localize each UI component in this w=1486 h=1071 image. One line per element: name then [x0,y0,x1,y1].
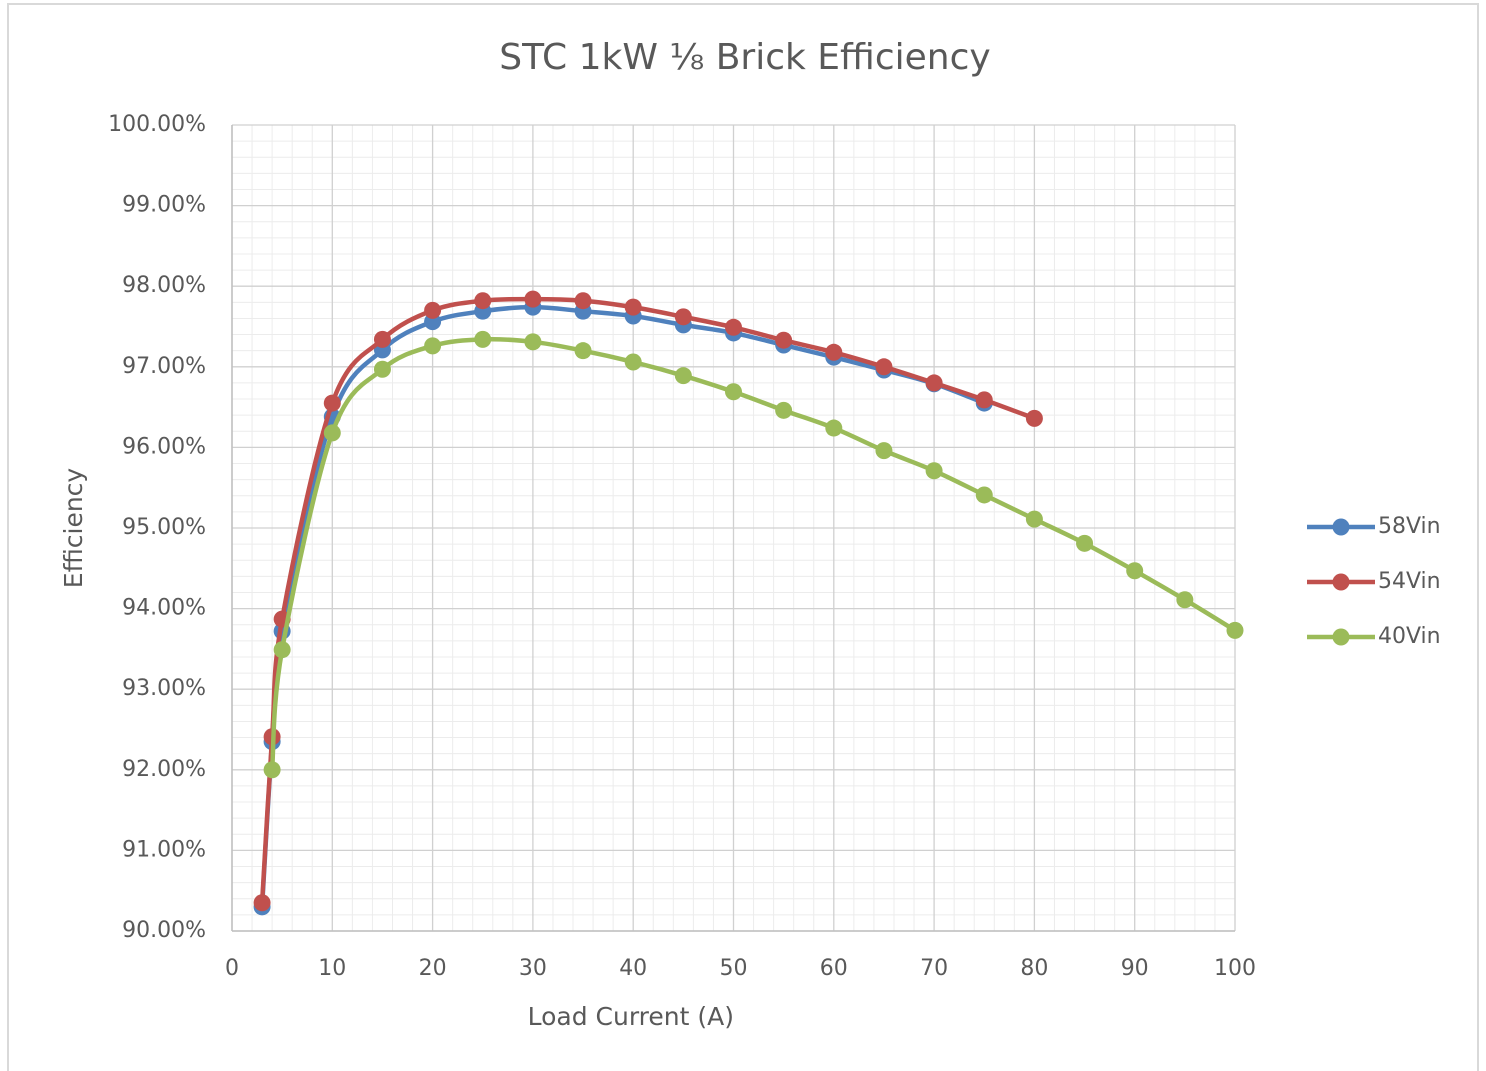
data-point [574,292,592,310]
legend-marker [1332,573,1350,591]
data-point [775,401,793,419]
x-tick-label: 40 [619,956,647,981]
data-point [674,367,692,385]
data-point [1176,591,1194,609]
data-point [574,342,592,360]
x-axis-label: Load Current (A) [528,1002,734,1031]
chart-frame [7,3,1479,1071]
x-tick-label: 50 [720,956,748,981]
data-point [1126,562,1144,580]
y-tick-label: 90.00% [122,918,206,943]
data-point [624,298,642,316]
data-point [323,394,341,412]
data-point [975,391,993,409]
x-tick-label: 100 [1214,956,1256,981]
series-line [269,336,1237,770]
data-point [474,292,492,310]
data-point [725,318,742,336]
data-point [725,383,742,401]
data-point [1076,534,1094,552]
data-point [1226,621,1244,639]
y-tick-label: 92.00% [122,757,206,782]
data-point [925,374,943,392]
data-point [253,894,271,912]
data-point [825,343,843,361]
y-tick-label: 100.00% [108,112,206,137]
x-tick-label: 30 [519,956,547,981]
legend-label: 40Vin [1378,624,1441,649]
data-point [524,333,542,351]
data-point [1025,510,1043,528]
x-tick-label: 60 [820,956,848,981]
data-point [373,360,391,378]
y-tick-label: 93.00% [122,676,206,701]
data-point [775,331,793,349]
legend-label: 54Vin [1378,569,1441,594]
data-point [1025,409,1043,427]
x-tick-label: 20 [419,956,447,981]
data-point [273,641,291,659]
x-tick-label: 80 [1020,956,1048,981]
y-tick-label: 99.00% [122,193,206,218]
x-tick-label: 90 [1121,956,1149,981]
x-tick-label: 70 [920,956,948,981]
data-point [373,330,391,348]
y-tick-label: 97.00% [122,354,206,379]
x-tick-label: 10 [318,956,346,981]
legend-marker [1332,518,1350,536]
data-point [674,308,692,326]
data-point [263,761,281,779]
y-axis-label: Efficiency [59,468,88,589]
y-tick-label: 98.00% [122,273,206,298]
data-point [323,424,341,442]
x-tick-label: 0 [225,956,239,981]
data-point [474,330,492,348]
data-point [424,337,442,355]
data-point [825,419,843,437]
y-tick-label: 95.00% [122,515,206,540]
y-tick-label: 94.00% [122,596,206,621]
data-point [624,353,642,371]
data-point [424,301,442,319]
data-point [975,486,993,504]
data-point [524,290,542,308]
data-point [875,442,893,460]
y-tick-label: 91.00% [122,837,206,862]
data-point [925,462,943,480]
data-point [875,358,893,376]
chart-title: STC 1kW ⅛ Brick Efficiency [499,37,990,78]
y-tick-label: 96.00% [122,434,206,459]
legend-label: 58Vin [1378,514,1441,539]
legend-marker [1332,628,1350,646]
